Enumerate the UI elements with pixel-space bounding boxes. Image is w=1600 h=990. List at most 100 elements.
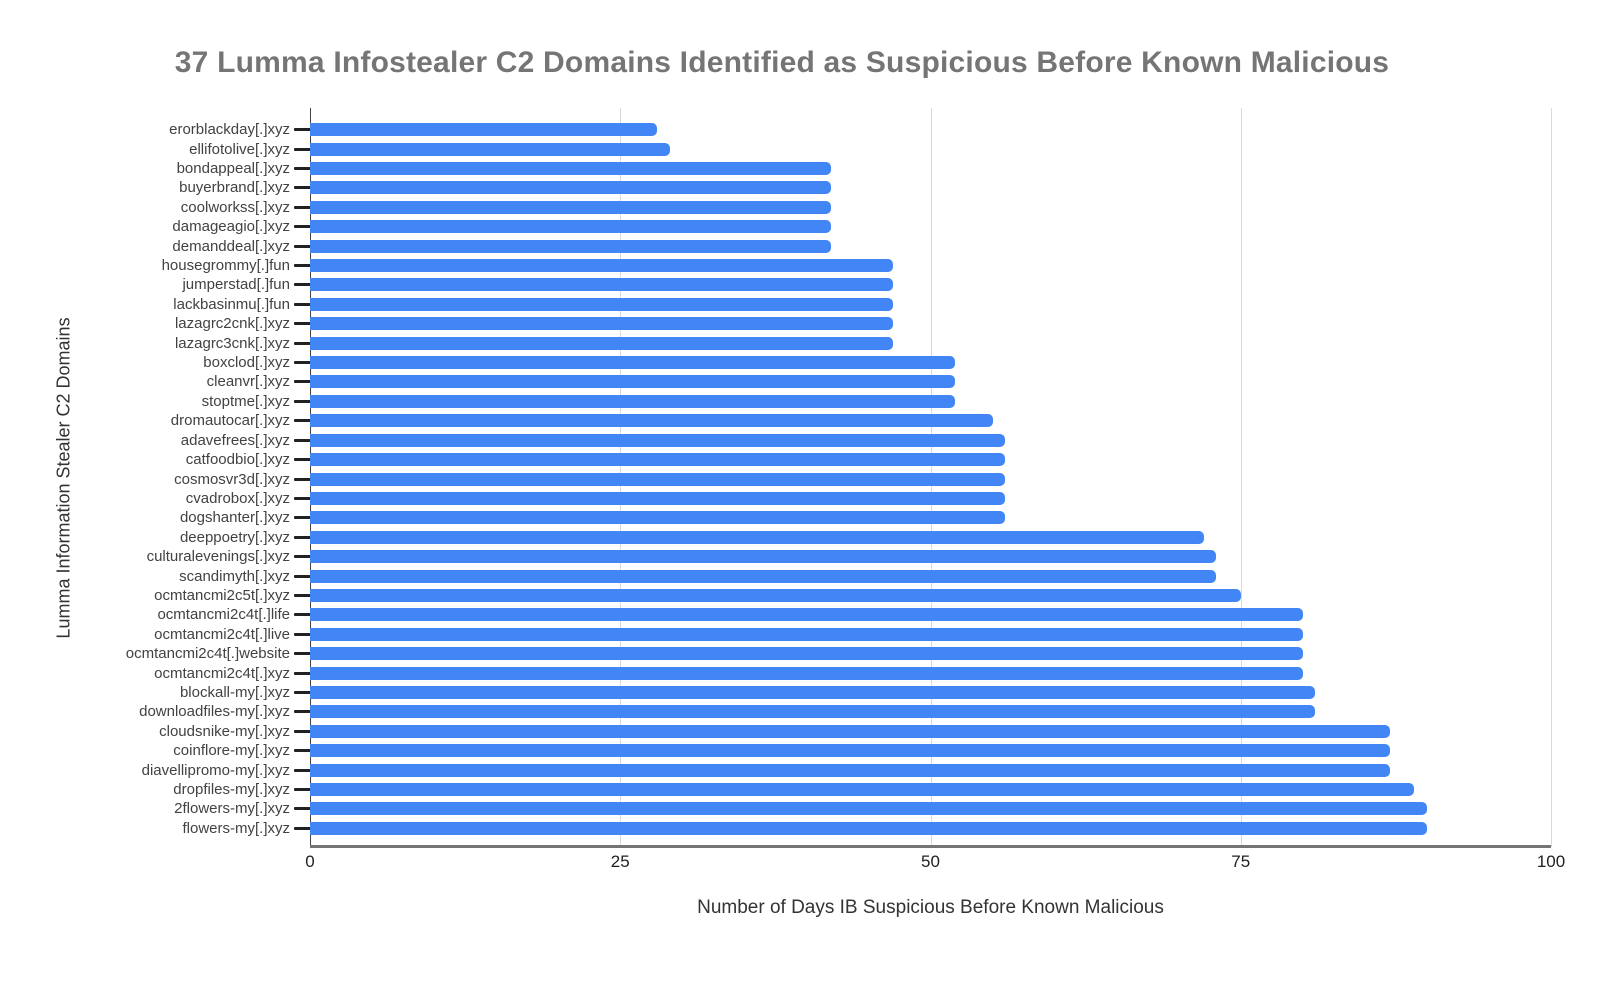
- gridline-x-75: [1241, 108, 1242, 847]
- category-tick-mark: [294, 205, 312, 209]
- bar: [310, 142, 670, 156]
- bar-track: [310, 123, 1551, 137]
- category-label: coinflore-my[.]xyz: [173, 742, 290, 760]
- category-label: housegrommy[.]fun: [161, 257, 290, 275]
- bar: [310, 608, 1303, 622]
- category-tick-mark: [294, 438, 312, 442]
- category-tick-mark: [294, 264, 312, 268]
- bar-row: stoptme[.]xyz: [0, 392, 1551, 411]
- bar-track: [310, 511, 1551, 525]
- bar-row: ellifotolive[.]xyz: [0, 139, 1551, 158]
- x-tick-label: 25: [610, 852, 630, 871]
- category-label: flowers-my[.]xyz: [182, 819, 290, 837]
- category-label: stoptme[.]xyz: [201, 392, 290, 410]
- bar-track: [310, 588, 1551, 602]
- category-tick-mark: [294, 729, 312, 733]
- category-label: blockall-my[.]xyz: [179, 683, 290, 701]
- category-label: scandimyth[.]xyz: [179, 567, 290, 585]
- bar: [310, 336, 894, 350]
- bar-row: bondappeal[.]xyz: [0, 159, 1551, 178]
- bar-track: [310, 783, 1551, 797]
- category-tick-mark: [294, 671, 312, 675]
- bar: [310, 783, 1415, 797]
- category-label: ellifotolive[.]xyz: [189, 140, 290, 158]
- bar: [310, 375, 956, 389]
- category-label: diavellipromo-my[.]xyz: [141, 761, 290, 779]
- bar: [310, 588, 1241, 602]
- bar: [310, 705, 1316, 719]
- category-tick-mark: [294, 361, 312, 365]
- category-label: adavefrees[.]xyz: [180, 431, 290, 449]
- bar: [310, 414, 993, 428]
- x-tick-label: 75: [1231, 852, 1251, 871]
- bar: [310, 569, 1216, 583]
- bar-track: [310, 317, 1551, 331]
- bar-rows: erorblackday[.]xyz ellifotolive[.]xyz bond…: [0, 120, 1551, 838]
- category-label: ocmtancmi2c4t[.]life: [157, 606, 290, 624]
- category-label: coolworkss[.]xyz: [180, 198, 290, 216]
- bar: [310, 666, 1303, 680]
- bar-track: [310, 744, 1551, 758]
- chart-title: 37 Lumma Infostealer C2 Domains Identifi…: [174, 46, 1390, 79]
- category-tick-mark: [294, 652, 312, 656]
- bar-row: cloudsnike-my[.]xyz: [0, 722, 1551, 741]
- category-label: jumperstad[.]fun: [182, 276, 290, 294]
- category-label: ocmtancmi2c4t[.]website: [125, 645, 290, 663]
- x-axis-baseline: [310, 845, 1551, 848]
- bar-row: lackbasinmu[.]fun: [0, 295, 1551, 314]
- category-label: ocmtancmi2c4t[.]live: [154, 625, 290, 643]
- category-tick-mark: [294, 147, 312, 151]
- bar-track: [310, 569, 1551, 583]
- category-label: dropfiles-my[.]xyz: [173, 781, 290, 799]
- category-label: cleanvr[.]xyz: [206, 373, 290, 391]
- bar-track: [310, 627, 1551, 641]
- category-tick-mark: [294, 613, 312, 617]
- category-label: erorblackday[.]xyz: [169, 121, 290, 139]
- category-label: catfoodbio[.]xyz: [185, 451, 290, 469]
- bar: [310, 394, 956, 408]
- gridline-x-100: [1551, 108, 1552, 847]
- bar-track: [310, 278, 1551, 292]
- bar-row: downloadfiles-my[.]xyz: [0, 702, 1551, 721]
- category-label: cvadrobox[.]xyz: [185, 489, 290, 507]
- bar-track: [310, 142, 1551, 156]
- category-label: deeppoetry[.]xyz: [179, 528, 290, 546]
- bar-row: lazagrc3cnk[.]xyz: [0, 333, 1551, 352]
- bar-track: [310, 821, 1551, 835]
- bar-track: [310, 375, 1551, 389]
- category-label: dogshanter[.]xyz: [179, 509, 290, 527]
- category-tick-mark: [294, 399, 312, 403]
- bar-row: ocmtancmi2c4t[.]live: [0, 625, 1551, 644]
- bar-track: [310, 530, 1551, 544]
- x-axis-title: Number of Days IB Suspicious Before Know…: [697, 897, 1164, 918]
- bar: [310, 472, 1005, 486]
- bar-track: [310, 220, 1551, 234]
- bar-row: cvadrobox[.]xyz: [0, 489, 1551, 508]
- bar-track: [310, 802, 1551, 816]
- bar: [310, 200, 832, 214]
- category-tick-mark: [294, 788, 312, 792]
- bar-row: damageagio[.]xyz: [0, 217, 1551, 236]
- bar: [310, 724, 1390, 738]
- category-tick-mark: [294, 341, 312, 345]
- bar-row: demanddeal[.]xyz: [0, 236, 1551, 255]
- bar-track: [310, 162, 1551, 176]
- category-tick-mark: [294, 380, 312, 384]
- bar-track: [310, 433, 1551, 447]
- bar-track: [310, 608, 1551, 622]
- bar: [310, 763, 1390, 777]
- category-tick-mark: [294, 322, 312, 326]
- category-tick-mark: [294, 535, 312, 539]
- category-tick-mark: [294, 496, 312, 500]
- bar: [310, 685, 1316, 699]
- bar-track: [310, 705, 1551, 719]
- bar-row: cleanvr[.]xyz: [0, 372, 1551, 391]
- bar-track: [310, 200, 1551, 214]
- bar: [310, 433, 1005, 447]
- bar-row: diavellipromo-my[.]xyz: [0, 760, 1551, 779]
- category-tick-mark: [294, 516, 312, 520]
- category-tick-mark: [294, 749, 312, 753]
- bar: [310, 278, 894, 292]
- bar-row: jumperstad[.]fun: [0, 275, 1551, 294]
- bar-row: dropfiles-my[.]xyz: [0, 780, 1551, 799]
